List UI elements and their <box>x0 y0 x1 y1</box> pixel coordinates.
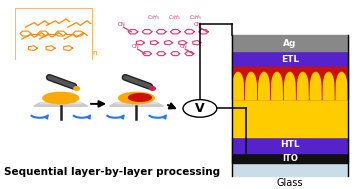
Ellipse shape <box>43 92 79 104</box>
Polygon shape <box>34 103 87 106</box>
Text: CN: CN <box>179 44 187 49</box>
Text: $C_2H_5$: $C_2H_5$ <box>168 13 182 22</box>
Text: HTL: HTL <box>280 140 299 149</box>
Polygon shape <box>233 72 244 99</box>
Ellipse shape <box>74 87 80 90</box>
Text: CN: CN <box>118 22 126 27</box>
Polygon shape <box>258 72 269 99</box>
Polygon shape <box>110 103 163 106</box>
Text: Sequential layer-by-layer processing: Sequential layer-by-layer processing <box>4 167 220 177</box>
Bar <box>232 67 348 99</box>
Bar <box>232 35 348 51</box>
Polygon shape <box>323 72 334 99</box>
Text: ETL: ETL <box>281 55 299 64</box>
Bar <box>232 153 348 163</box>
Polygon shape <box>246 72 257 99</box>
Bar <box>232 67 348 137</box>
Polygon shape <box>297 72 308 99</box>
Circle shape <box>183 100 217 117</box>
Polygon shape <box>110 103 163 106</box>
Text: CN: CN <box>132 44 140 49</box>
Bar <box>232 137 348 153</box>
Bar <box>232 51 348 67</box>
Polygon shape <box>116 102 157 103</box>
Polygon shape <box>336 72 347 99</box>
Ellipse shape <box>119 92 154 104</box>
Text: ITO: ITO <box>282 154 298 163</box>
Polygon shape <box>40 102 81 103</box>
Text: Ag: Ag <box>283 39 297 48</box>
Text: n: n <box>92 50 97 57</box>
Polygon shape <box>284 72 295 99</box>
Text: CN: CN <box>194 22 201 27</box>
Ellipse shape <box>129 94 151 101</box>
Bar <box>232 163 348 176</box>
Polygon shape <box>34 103 87 106</box>
Text: Glass: Glass <box>276 178 303 188</box>
Text: $C_2H_5$: $C_2H_5$ <box>147 13 160 22</box>
Text: V: V <box>195 102 205 115</box>
Polygon shape <box>310 72 321 99</box>
Polygon shape <box>272 72 282 99</box>
Ellipse shape <box>150 87 155 90</box>
Text: $C_2H_5$: $C_2H_5$ <box>189 13 202 22</box>
